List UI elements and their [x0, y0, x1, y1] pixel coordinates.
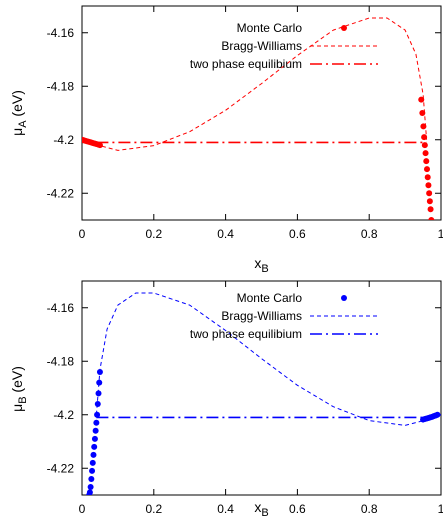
y-tick-label: -4.2 — [53, 408, 74, 422]
series-group — [86, 292, 441, 495]
data-point — [93, 419, 100, 426]
data-point — [91, 435, 98, 442]
x-tick-label: 0.4 — [217, 227, 234, 241]
legend-entry-label: Bragg-Williams — [221, 309, 302, 323]
data-point — [86, 492, 93, 495]
x-tick-label: 1 — [438, 227, 443, 241]
data-point — [424, 174, 431, 181]
x-tick-label: 0.6 — [289, 227, 306, 241]
data-point — [425, 182, 432, 189]
x-tick-label: 0.8 — [361, 502, 378, 516]
legend-entry-label: Monte Carlo — [237, 21, 303, 35]
data-point — [89, 459, 96, 466]
data-point — [421, 142, 428, 149]
x-tick-label: 1 — [438, 502, 443, 516]
x-tick-label: 0 — [79, 227, 86, 241]
legend-marker — [341, 25, 347, 31]
data-point — [427, 206, 434, 213]
data-point — [92, 427, 99, 434]
data-point — [422, 150, 429, 157]
data-point — [423, 158, 430, 165]
x-tick-label: 0.2 — [145, 227, 162, 241]
legend-entry-label: two phase equilibium — [190, 327, 302, 341]
y-axis-label: μA (eV) — [9, 90, 29, 136]
legend-entry-label: two phase equilibium — [190, 57, 302, 71]
data-point — [96, 379, 103, 386]
legend: Monte Carlo Bragg-Williams two phase equil… — [190, 291, 378, 341]
series-line-dashed — [95, 292, 441, 426]
data-point — [426, 190, 433, 197]
y-tick-label: -4.18 — [47, 79, 75, 93]
y-tick-label: -4.22 — [47, 461, 75, 475]
data-point — [434, 411, 441, 418]
x-tick-label: 0.4 — [217, 502, 234, 516]
data-point — [423, 166, 430, 173]
data-point — [428, 217, 435, 220]
data-point — [90, 451, 97, 458]
plot-frame — [81, 280, 442, 496]
data-point — [94, 401, 101, 408]
chart-panel-1: 0 0.2 0.4 0.6 0.8 1 -4.16 -4.18 -4.2 -4.22 xB μA (e… — [9, 5, 443, 275]
data-point — [87, 483, 94, 490]
legend: Monte Carlo Bragg-Williams two phase equil… — [190, 21, 378, 71]
x-axis-label: xB — [254, 499, 268, 518]
series-line-dashed — [82, 17, 428, 151]
y-tick-label: -4.22 — [47, 186, 75, 200]
series-group — [82, 17, 435, 220]
x-tick-label: 0.2 — [145, 502, 162, 516]
data-point — [89, 467, 96, 474]
legend-entry-label: Bragg-Williams — [221, 39, 302, 53]
data-point — [94, 411, 101, 418]
x-tick-label: 0.8 — [361, 227, 378, 241]
y-tick-label: -4.16 — [47, 301, 75, 315]
data-point — [426, 198, 433, 205]
plot-frame — [81, 5, 442, 221]
data-point — [88, 475, 95, 482]
data-point — [420, 123, 427, 130]
chart-panel-2: 0 0.2 0.4 0.6 0.8 1 -4.16 -4.18 -4.2 -4.22 xB μB (e… — [9, 280, 443, 518]
y-tick-label: -4.18 — [47, 354, 75, 368]
data-point — [418, 96, 425, 103]
data-point — [421, 134, 428, 141]
data-point — [91, 443, 98, 450]
x-axis-label: xB — [254, 255, 268, 275]
y-axis-label: μB (eV) — [9, 366, 29, 412]
legend-marker — [341, 295, 347, 301]
data-point — [419, 110, 426, 116]
x-tick-label: 0 — [79, 502, 86, 516]
x-tick-label: 0.6 — [289, 502, 306, 516]
legend-entry-label: Monte Carlo — [237, 291, 303, 305]
y-tick-label: -4.16 — [47, 26, 75, 40]
data-point — [96, 142, 103, 149]
y-tick-label: -4.2 — [53, 133, 74, 147]
